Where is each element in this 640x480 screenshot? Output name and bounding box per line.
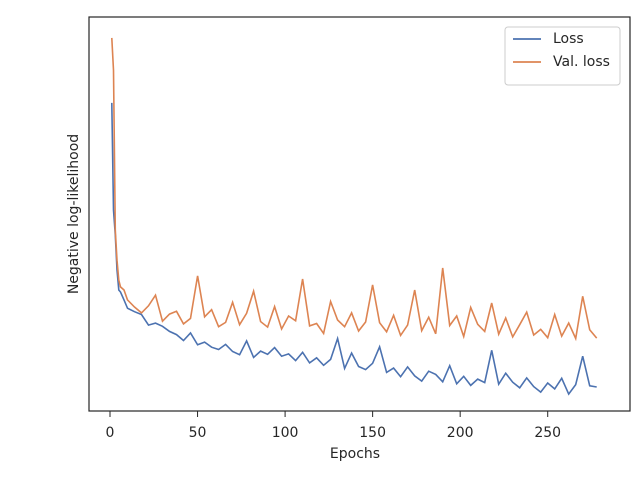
x-tick-label: 0 [106,425,115,441]
x-tick-label: 150 [359,425,386,441]
legend-label: Loss [553,31,584,47]
x-axis-label: Epochs [330,446,380,462]
line-series [111,37,598,342]
x-tick-label: 100 [272,425,299,441]
x-tick-label: 200 [447,425,474,441]
legend-label: Val. loss [553,54,610,70]
y-axis-label: Negative log-likelihood [66,134,82,294]
plot-frame [88,16,631,412]
legend-box [504,26,621,86]
x-tick-label: 250 [534,425,561,441]
x-tick-label: 50 [189,425,207,441]
line-series [111,102,597,396]
